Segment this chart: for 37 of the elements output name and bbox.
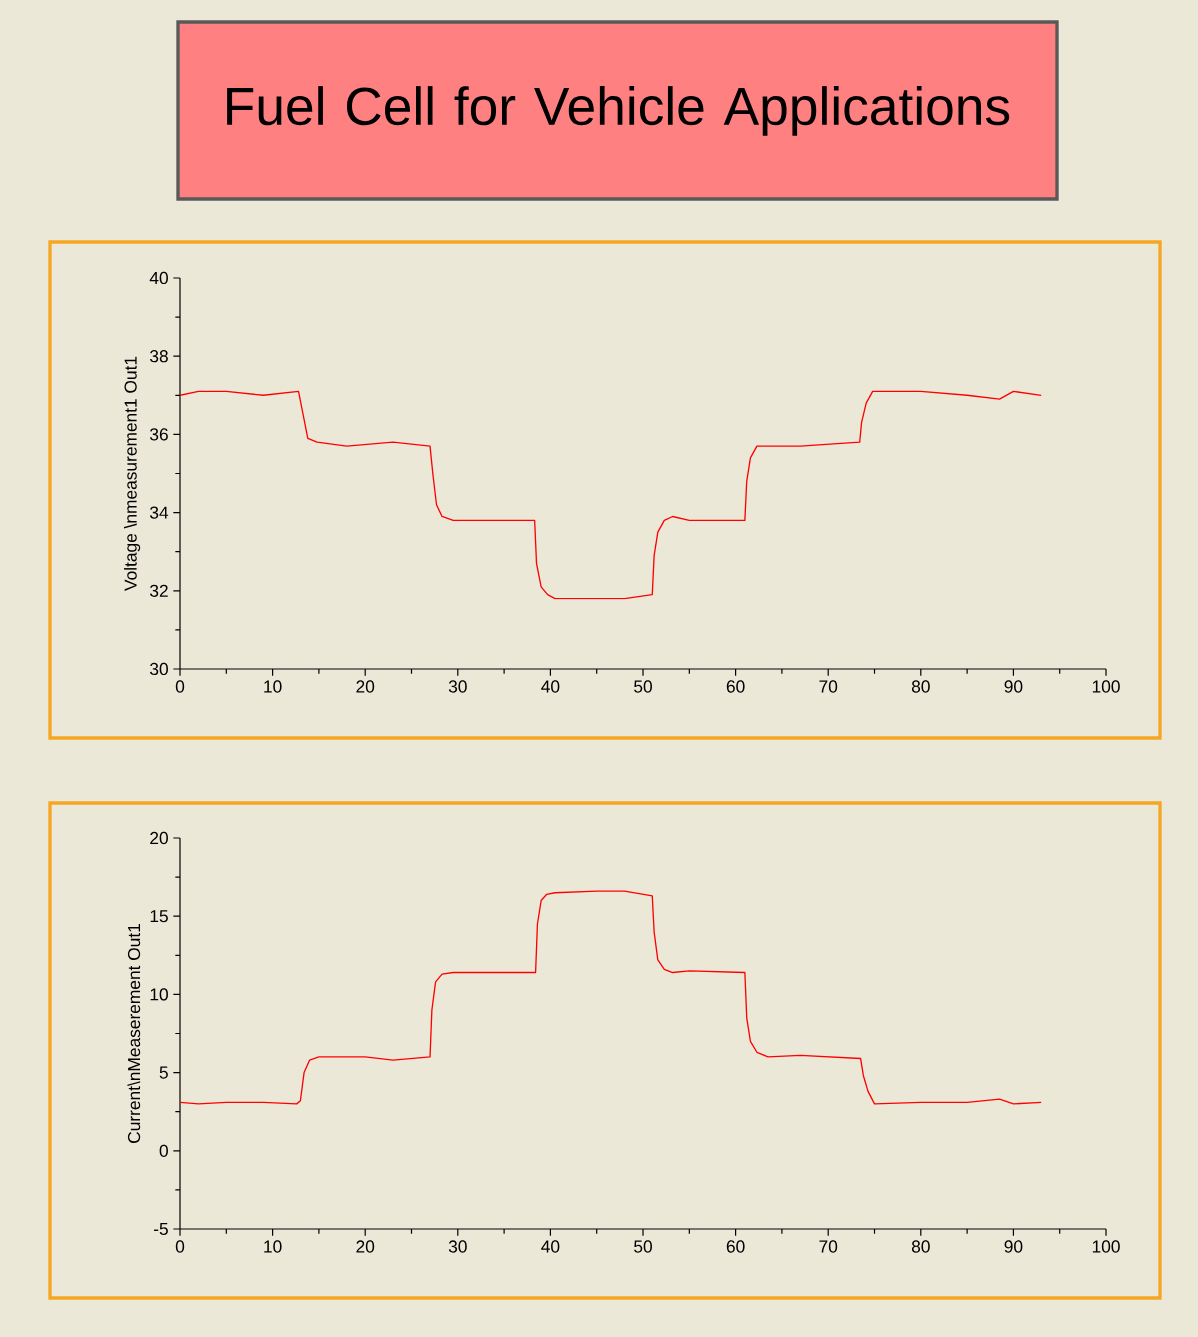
x-tick-label: 50 [634,1240,652,1253]
y-tick-label: 20 [150,831,168,845]
y-tick-label: 30 [150,662,168,676]
x-tick-label: 40 [541,1240,560,1253]
x-tick-label: 10 [264,1240,282,1253]
x-tick-label: 20 [356,1240,375,1253]
x-tick-label: 70 [819,1240,838,1253]
x-tick-label: 60 [726,1240,745,1253]
x-tick-label: 0 [175,1240,185,1253]
x-tick-label: 30 [448,1240,467,1253]
y-tick-label: -5 [153,1222,168,1236]
x-tick-label: 60 [726,680,745,693]
x-tick-label: 50 [634,680,652,693]
y-tick-label: 5 [159,1066,168,1079]
y-tick-label: 40 [149,271,168,285]
x-tick-label: 30 [448,680,467,693]
y-tick-label: 36 [150,428,168,441]
y-tick-label: 32 [150,584,168,597]
x-tick-label: 70 [819,680,838,693]
y-tick-label: 15 [150,910,168,923]
y-axis-title: Current\nMeaserement Out1 [127,924,141,1143]
x-tick-label: 20 [356,680,375,693]
y-tick-label: 0 [159,1144,168,1157]
x-tick-label: 80 [911,1240,930,1253]
x-tick-label: 90 [1004,1240,1023,1253]
x-tick-label: 80 [911,680,930,693]
x-tick-label: 100 [1092,1240,1120,1253]
y-tick-label: 10 [150,988,168,1001]
x-tick-label: 90 [1004,680,1023,693]
y-tick-label: 38 [150,350,168,363]
y-axis-title: Voltage \nmeasurement1 Out1 [124,356,141,591]
text: Fuel Cell for Vehicle Applications [227,86,1010,136]
x-tick-label: 0 [175,680,185,693]
x-tick-label: 100 [1092,680,1120,693]
x-tick-label: 40 [541,680,560,693]
y-tick-label: 34 [150,506,169,519]
x-tick-label: 10 [264,680,282,693]
